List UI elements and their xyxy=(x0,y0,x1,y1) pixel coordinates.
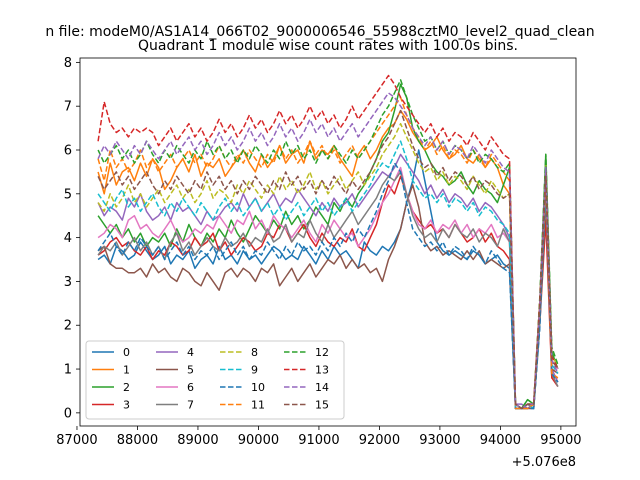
series-line-3 xyxy=(97,175,559,410)
x-tick-label: 93000 xyxy=(419,433,460,448)
legend-label-3: 3 xyxy=(123,399,130,412)
legend-label-14: 14 xyxy=(315,381,329,394)
chart-suptitle: n file: modeM0/AS1A14_066T02_9000006546_… xyxy=(45,24,594,40)
series-line-4 xyxy=(97,153,559,410)
series-line-10 xyxy=(97,162,559,410)
series-lines xyxy=(97,74,559,410)
y-tick-label: 8 xyxy=(64,56,72,71)
x-tick-label: 87000 xyxy=(56,433,97,448)
series-line-14 xyxy=(97,92,559,410)
series-line-7 xyxy=(97,171,559,410)
series-line-15 xyxy=(97,109,559,410)
legend-label-5: 5 xyxy=(187,364,194,377)
legend-label-15: 15 xyxy=(315,399,329,412)
y-tick-label: 5 xyxy=(64,187,72,202)
legend-label-13: 13 xyxy=(315,364,329,377)
x-tick-label: 88000 xyxy=(117,433,158,448)
y-tick-label: 4 xyxy=(64,231,72,246)
legend-label-6: 6 xyxy=(187,381,194,394)
axis-ticks: 87000 88000 89000 90000 91000 92000 93000 94000… xyxy=(56,56,581,448)
x-tick-label: 94000 xyxy=(480,433,521,448)
series-line-8 xyxy=(97,122,559,410)
x-tick-label: 91000 xyxy=(298,433,339,448)
series-line-13 xyxy=(97,74,559,410)
legend-box xyxy=(85,340,345,420)
x-tick-label: 92000 xyxy=(359,433,400,448)
y-tick-label: 1 xyxy=(64,363,72,378)
y-tick-label: 2 xyxy=(64,319,72,334)
series-line-5 xyxy=(97,184,559,410)
plot-area xyxy=(79,57,577,427)
chart-title: Quadrant 1 module wise count rates with … xyxy=(138,38,518,54)
series-line-9 xyxy=(97,140,559,410)
x-offset-label: +5.076e8 xyxy=(512,455,576,470)
legend-label-9: 9 xyxy=(251,364,258,377)
x-tick-label: 90000 xyxy=(238,433,279,448)
legend-label-4: 4 xyxy=(187,346,194,359)
legend-label-2: 2 xyxy=(123,381,130,394)
legend-label-7: 7 xyxy=(187,399,194,412)
x-tick-label: 89000 xyxy=(177,433,218,448)
y-tick-label: 7 xyxy=(64,100,72,115)
legend-label-1: 1 xyxy=(123,364,130,377)
legend-label-8: 8 xyxy=(251,346,258,359)
y-tick-label: 3 xyxy=(64,275,72,290)
series-line-1 xyxy=(97,109,558,410)
x-tick-label: 95000 xyxy=(540,433,581,448)
legend-label-11: 11 xyxy=(251,399,265,412)
series-line-6 xyxy=(97,166,559,410)
legend-label-10: 10 xyxy=(251,381,265,394)
y-tick-label: 0 xyxy=(64,406,72,421)
legend-label-12: 12 xyxy=(315,346,329,359)
legend-label-0: 0 xyxy=(123,346,130,359)
y-tick-label: 6 xyxy=(64,144,72,159)
